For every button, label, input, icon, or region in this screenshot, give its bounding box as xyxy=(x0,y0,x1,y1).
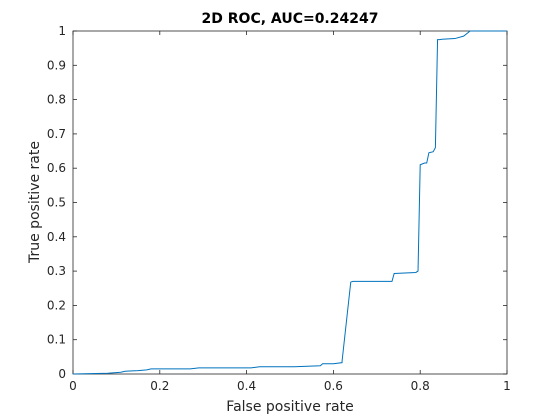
x-axis-label: False positive rate xyxy=(226,399,353,415)
chart-title: 2D ROC, AUC=0.24247 xyxy=(202,11,379,27)
x-tick-label: 0.2 xyxy=(150,379,169,393)
axis-tick-labels: 0 0.2 0.4 0.6 0.8 1 0 0.1 0.2 0.3 0.4 0.5 0.6 0.7 0.8 0… xyxy=(47,24,511,393)
x-tick-label: 1 xyxy=(503,379,511,393)
x-tick-label: 0.4 xyxy=(237,379,256,393)
y-tick-label: 0.3 xyxy=(47,264,66,278)
y-tick-label: 0.8 xyxy=(47,93,66,107)
x-tick-label: 0 xyxy=(69,379,77,393)
roc-curve-line xyxy=(72,30,507,375)
y-tick-label: 0.9 xyxy=(47,58,66,72)
y-tick-label: 0.6 xyxy=(47,161,66,175)
y-tick-label: 0.5 xyxy=(47,196,66,210)
plot-area xyxy=(72,30,508,375)
y-tick-label: 0 xyxy=(58,367,66,381)
y-axis-label: True positive rate xyxy=(27,141,43,264)
y-tick-label: 0.7 xyxy=(47,127,66,141)
x-tick-label: 0.8 xyxy=(411,379,430,393)
y-tick-label: 1 xyxy=(58,24,66,38)
y-tick-label: 0.2 xyxy=(47,298,66,312)
y-tick-label: 0.4 xyxy=(47,230,66,244)
y-tick-label: 0.1 xyxy=(47,333,66,347)
x-tick-label: 0.6 xyxy=(324,379,343,393)
